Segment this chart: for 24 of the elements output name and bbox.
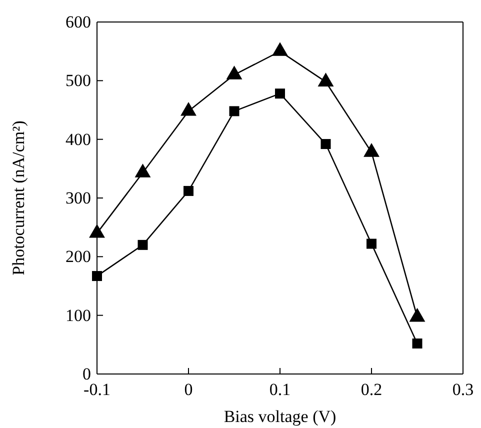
- point: [180, 102, 196, 116]
- y-tick-label: 100: [66, 306, 91, 325]
- x-tick-label: 0: [184, 380, 193, 400]
- y-tick-label: 600: [66, 12, 91, 32]
- y-tick-label: 400: [66, 130, 91, 149]
- point: [364, 143, 380, 157]
- point: [318, 72, 334, 86]
- x-axis-title: Bias voltage (V): [224, 407, 336, 426]
- y-tick-label: 500: [66, 71, 91, 90]
- point: [272, 42, 288, 56]
- point: [134, 164, 151, 178]
- x-tick-label: 0.2: [360, 380, 382, 400]
- y-tick-label: 200: [66, 247, 91, 266]
- point: [89, 224, 105, 238]
- point: [366, 238, 376, 249]
- point: [184, 186, 194, 196]
- x-tick-label: 0.1: [269, 380, 291, 400]
- point: [92, 271, 102, 282]
- point: [226, 66, 242, 80]
- point: [412, 338, 422, 348]
- y-tick-label: 300: [66, 188, 91, 208]
- x-tick-label: 0.3: [452, 380, 474, 400]
- point: [138, 240, 148, 250]
- y-axis-title: Photocurrent (nA/cm²): [9, 120, 28, 276]
